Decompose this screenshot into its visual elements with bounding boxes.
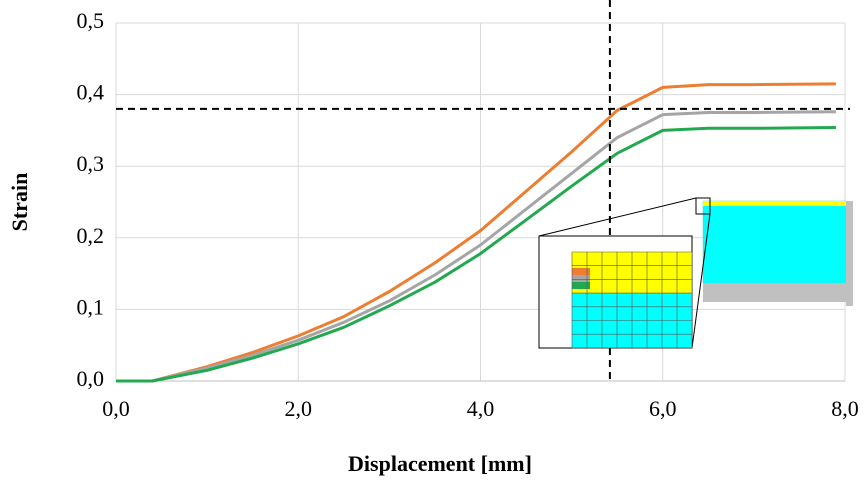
mesh-gray xyxy=(703,283,846,302)
x-tick-label: 4,0 xyxy=(467,396,495,421)
y-tick-label: 0,3 xyxy=(77,151,105,176)
zoom-orange xyxy=(572,268,590,275)
x-axis-title: Displacement [mm] xyxy=(348,451,532,476)
y-tick-label: 0,1 xyxy=(77,294,105,319)
zoom-grid xyxy=(571,251,693,349)
zoom-gray xyxy=(572,275,590,282)
series-line xyxy=(116,110,836,383)
mesh-inset xyxy=(538,197,853,349)
mesh-cyan xyxy=(702,200,847,284)
y-tick-label: 0,0 xyxy=(77,366,105,391)
zoom-source xyxy=(695,197,711,215)
y-axis-title: Strain xyxy=(7,173,32,232)
x-tick-label: 8,0 xyxy=(831,396,859,421)
x-tick-label: 0,0 xyxy=(102,396,130,421)
x-tick-label: 2,0 xyxy=(285,396,313,421)
y-tick-label: 0,5 xyxy=(77,8,105,33)
series-line xyxy=(116,126,836,383)
y-tick-label: 0,4 xyxy=(77,80,105,105)
plot-area: 0,0 0,1 0,2 0,3 0,4 0,5 0,0 2,0 4,0 6,0 8,0 xyxy=(77,0,859,421)
series-line xyxy=(116,82,836,383)
zoom-green xyxy=(572,282,590,289)
y-tick-label: 0,2 xyxy=(77,223,105,248)
zoom-connector xyxy=(538,197,697,237)
mesh-side xyxy=(846,201,853,306)
mesh-yellow xyxy=(703,201,846,206)
x-tick-label: 6,0 xyxy=(649,396,677,421)
zoom-connector xyxy=(691,213,711,349)
